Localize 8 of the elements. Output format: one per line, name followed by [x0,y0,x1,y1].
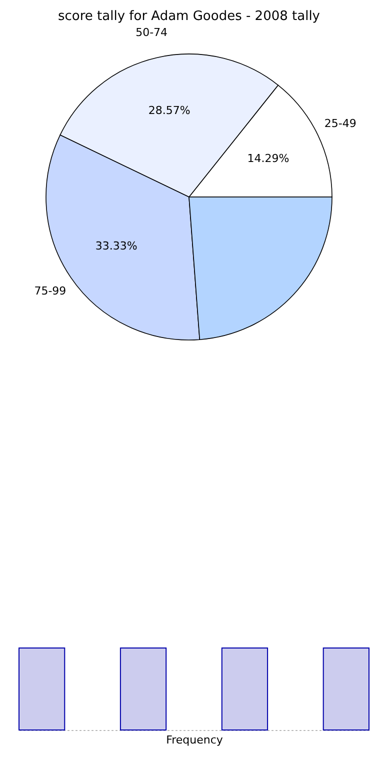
data-label: 28.57% [148,104,190,118]
slice-label: 50-74 [136,26,168,40]
slice-label: 75-99 [34,284,66,298]
data-label: 33.33% [95,240,138,253]
data-label: 14.29% [247,152,290,165]
slice-label: 25-49 [324,117,356,130]
x-axis-title: Frequency [166,734,224,746]
chart-title: score tally for Adam Goodes - 2008 tally [58,9,320,24]
